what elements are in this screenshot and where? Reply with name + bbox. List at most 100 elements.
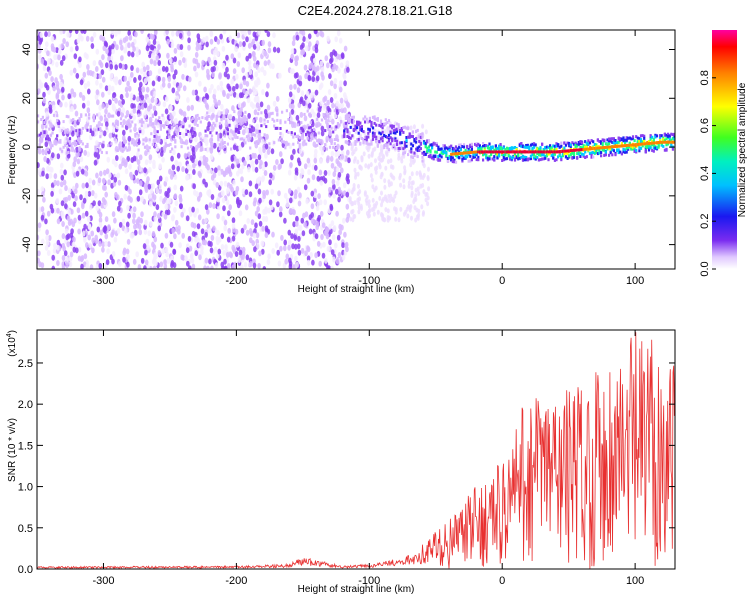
spectrogram-cell — [178, 161, 182, 168]
spectrogram-cell — [387, 133, 391, 137]
spectrogram-cell — [182, 111, 187, 118]
spectrogram-cell — [379, 132, 383, 136]
spectrogram-cell — [132, 114, 136, 121]
spectrogram-cell — [609, 139, 612, 143]
spectrogram-cell — [496, 146, 499, 150]
spectrogram-cell — [287, 244, 291, 251]
spectrogram-cell — [409, 125, 413, 131]
spectrogram-cell — [69, 251, 74, 258]
spectrogram-cell — [242, 41, 246, 47]
spectrogram-cell — [464, 148, 467, 152]
spectrogram-cell — [159, 124, 162, 128]
spectrogram-cell — [134, 123, 137, 127]
spectrogram-cell — [151, 80, 156, 87]
spectrogram-cell — [627, 147, 630, 151]
spectrogram-cell — [81, 203, 85, 210]
spectrogram-cell — [553, 158, 556, 162]
spectrogram-cell — [652, 139, 655, 143]
spectrogram-cell — [392, 143, 395, 147]
spectrogram-cell — [206, 115, 209, 119]
spectrogram-cell — [336, 30, 341, 37]
spectrogram-cell — [598, 146, 601, 150]
spectrogram-cell — [574, 148, 577, 152]
spectrogram-cell — [171, 120, 174, 124]
spectrogram-cell — [309, 138, 312, 142]
spectrogram-cell — [670, 142, 673, 146]
colorbar-tick-label: 0.8 — [699, 70, 711, 85]
spectrogram-cell — [663, 138, 666, 142]
spectrogram-cell — [544, 156, 547, 160]
spectrogram-cell — [187, 44, 191, 51]
spectrogram-cell — [564, 149, 568, 153]
spectrogram-cell — [40, 131, 43, 135]
spectrogram-cell — [343, 45, 348, 52]
spectrogram-cell — [190, 257, 195, 264]
spectrogram-cell — [625, 136, 628, 140]
spectrogram-cell — [236, 61, 241, 67]
spectrogram-cell — [574, 141, 577, 145]
spectrogram-cell — [255, 128, 259, 135]
spectrogram-cell — [170, 260, 175, 266]
spectrogram-cell — [649, 141, 652, 145]
spectrogram-cell — [188, 245, 193, 252]
spectrogram-cell — [221, 215, 225, 222]
spectrogram-cell — [172, 79, 177, 86]
spectrogram-cell — [408, 135, 411, 138]
spectrogram-cell — [63, 250, 68, 257]
spectrogram-cell — [309, 252, 314, 258]
spectrogram-cell — [397, 146, 400, 150]
spectrogram-cell — [539, 146, 542, 150]
spectrogram-cell — [72, 161, 77, 168]
spectrogram-cell — [66, 215, 71, 222]
spectrogram-cell — [459, 148, 462, 152]
spectrogram-cell — [517, 154, 520, 158]
spectrogram-cell — [43, 60, 48, 67]
spectrogram-cell — [187, 235, 192, 242]
spectrogram-cell — [249, 136, 252, 140]
spectrogram-cell — [65, 137, 68, 141]
spectrogram-cell — [305, 37, 310, 44]
spectrogram-cell — [126, 114, 129, 118]
spectrogram-cell — [169, 150, 172, 154]
spectrogram-cell — [65, 114, 68, 118]
spectrogram-cell — [148, 201, 153, 208]
spectrogram-cell — [438, 158, 442, 162]
spectrogram-cell — [269, 62, 273, 69]
spectrogram-cell — [437, 147, 440, 151]
spectrogram-cell — [421, 159, 424, 163]
spectrogram-cell — [488, 146, 491, 150]
spectrogram-cell — [414, 217, 418, 223]
spectrogram-cell — [182, 125, 185, 129]
spectrogram-cell — [582, 145, 585, 149]
spectrogram-cell — [413, 196, 417, 202]
spectrogram-cell — [181, 166, 185, 173]
spectrogram-cell — [37, 147, 40, 150]
spectrogram-cell — [45, 239, 50, 246]
spectrogram-cell — [496, 152, 499, 156]
spectrogram-cell — [79, 156, 84, 163]
spectrogram-cell — [288, 263, 293, 269]
spectrogram-cell — [177, 129, 180, 132]
spectrogram-cell — [410, 155, 413, 159]
spectrogram-cell — [374, 166, 377, 172]
spectrogram-cell — [101, 36, 106, 43]
spectrogram-cell — [496, 154, 499, 158]
spectrogram-cell — [331, 178, 336, 185]
spectrogram-cell — [576, 152, 579, 156]
spectrogram-cell — [544, 150, 547, 154]
spectrogram-cell — [596, 152, 599, 156]
spectrogram-cell — [98, 104, 102, 111]
spectrogram-cell — [235, 158, 240, 165]
spectrogram-cell — [365, 141, 368, 145]
spectrogram-cell — [435, 157, 438, 161]
spectrogram-cell — [335, 158, 340, 165]
spectrogram-cell — [303, 64, 308, 71]
spectrogram-cell — [67, 220, 72, 226]
spectrogram-cell — [238, 114, 241, 118]
spectrogram-cell — [561, 149, 564, 153]
spectrogram-cell — [223, 134, 226, 138]
spectrogram-cell — [364, 120, 367, 124]
spectrogram-cell — [641, 142, 644, 146]
spectrogram-cell — [190, 145, 193, 149]
spectrogram-cell — [393, 206, 397, 212]
